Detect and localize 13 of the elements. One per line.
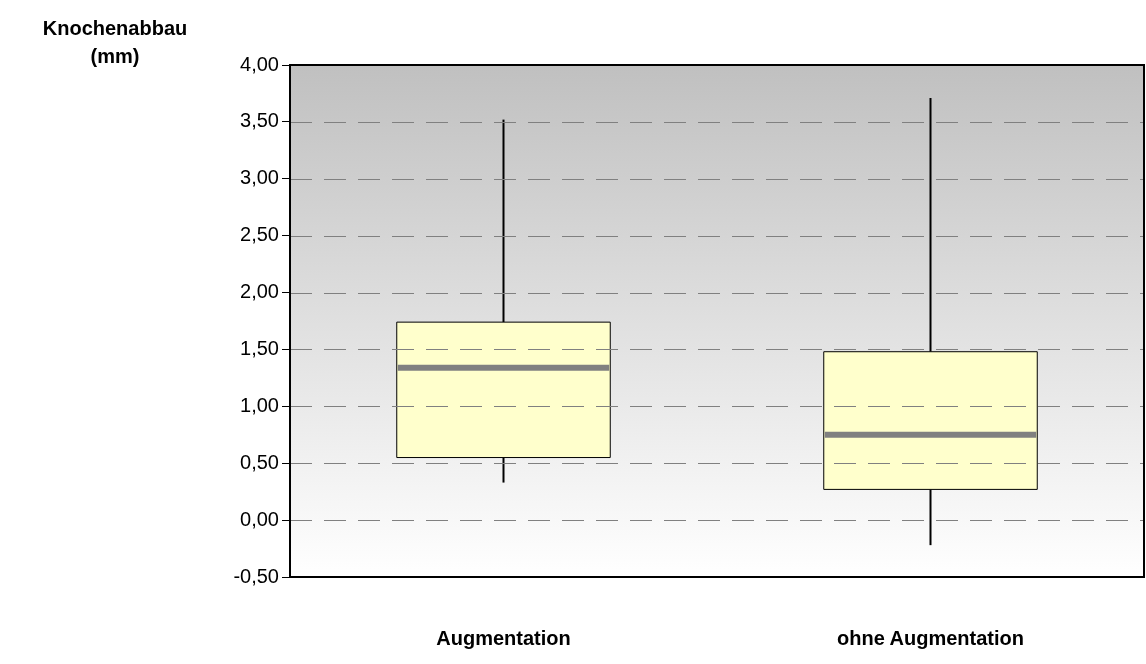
- y-tick-label: 0,00: [240, 507, 279, 530]
- x-tick-label: ohne Augmentation: [836, 626, 1025, 649]
- y-tick-label: 1,50: [240, 336, 279, 359]
- y-tick-label: -0,50: [233, 564, 279, 587]
- y-tick-label: 1,00: [240, 393, 279, 416]
- y-tick-label: 2,00: [240, 280, 279, 303]
- x-tick-label: Augmentation: [436, 626, 571, 649]
- y-tick-label: 4,00: [240, 52, 279, 75]
- y-axis-title: Knochenabbau (mm): [41, 16, 189, 69]
- y-tick-label: 3,50: [240, 109, 279, 132]
- y-tick-label: 0,50: [240, 450, 279, 473]
- y-tick-label: 2,50: [240, 223, 279, 246]
- y-tick-label: 3,00: [240, 166, 279, 189]
